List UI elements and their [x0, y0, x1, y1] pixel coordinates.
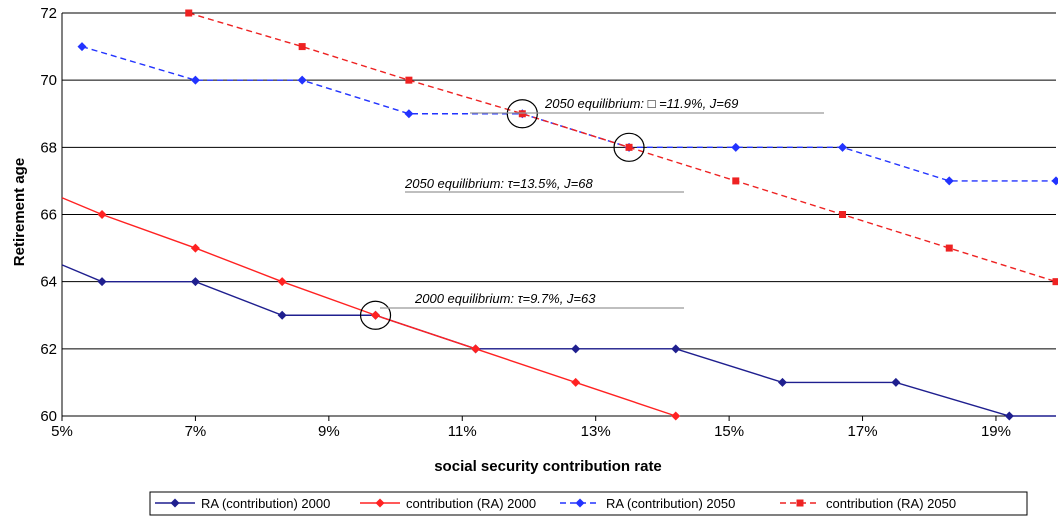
- annotation-label: 2050 equilibrium: □ =11.9%, J=69: [544, 96, 738, 111]
- y-tick-label: 62: [40, 341, 57, 358]
- data-point-marker: [1004, 411, 1014, 421]
- data-point-marker: [404, 109, 414, 119]
- legend-label: contribution (RA) 2050: [826, 496, 956, 511]
- x-tick-label: 5%: [51, 423, 73, 440]
- y-tick-label: 70: [40, 72, 57, 89]
- y-tick-label: 64: [40, 274, 57, 291]
- data-point-marker: [732, 177, 740, 185]
- y-tick-label: 60: [40, 408, 57, 425]
- data-point-marker: [405, 76, 413, 84]
- data-point-marker: [518, 110, 526, 118]
- data-point-marker: [277, 277, 287, 287]
- data-point-marker: [945, 244, 953, 252]
- x-tick-label: 13%: [581, 423, 611, 440]
- legend-label: RA (contribution) 2000: [201, 496, 330, 511]
- data-point-marker: [838, 142, 848, 152]
- data-point-marker: [839, 211, 847, 218]
- legend-label: RA (contribution) 2050: [606, 496, 735, 511]
- series-line: [81, 45, 1056, 182]
- y-tick-label: 66: [40, 207, 57, 224]
- series-group: [61, 9, 1058, 421]
- x-axis-title: social security contribution rate: [434, 458, 662, 475]
- data-point-marker: [185, 9, 193, 17]
- data-point-marker: [77, 42, 87, 52]
- equilibrium-circle: [359, 300, 392, 330]
- data-point-marker: [190, 75, 200, 85]
- data-point-marker: [297, 75, 307, 85]
- series-line: [61, 264, 1056, 417]
- data-point-marker: [944, 176, 954, 186]
- annotation-label: 2050 equilibrium: τ=13.5%, J=68: [404, 176, 593, 191]
- y-axis-ticks: 60 62 64 66 68 70 72: [40, 5, 57, 425]
- x-tick-label: 19%: [981, 423, 1011, 440]
- data-point-marker: [190, 277, 200, 287]
- x-axis-ticks: 5% 7% 9% 11% 13% 15% 17% 19%: [51, 416, 1011, 440]
- data-point-marker: [731, 142, 741, 152]
- grid-lines: [61, 12, 1056, 417]
- equilibrium-circle: [506, 99, 538, 129]
- equilibrium-circle: [613, 132, 645, 162]
- legend-swatch-marker: [170, 498, 180, 508]
- data-point-marker: [777, 377, 787, 387]
- legend-label: contribution (RA) 2000: [406, 496, 536, 511]
- data-point-marker: [1051, 176, 1058, 186]
- data-point-marker: [1052, 278, 1058, 286]
- series-line: [61, 197, 676, 417]
- data-point-marker: [371, 310, 381, 320]
- series-4: [185, 9, 1058, 286]
- x-tick-label: 11%: [448, 423, 477, 440]
- y-tick-label: 68: [40, 139, 57, 156]
- x-tick-label: 15%: [714, 423, 744, 440]
- data-point-marker: [298, 43, 306, 51]
- annotation-label: 2000 equilibrium: τ=9.7%, J=63: [414, 291, 596, 306]
- legend-box: [149, 491, 1028, 516]
- legend-swatch-marker: [375, 498, 385, 508]
- legend: RA (contribution) 2000 contribution (RA) …: [149, 491, 1028, 516]
- data-point-marker: [190, 243, 200, 253]
- series-3: [77, 42, 1058, 186]
- y-axis-title: Retirement age: [11, 158, 28, 266]
- series-1: [61, 264, 1056, 421]
- x-tick-label: 17%: [848, 423, 878, 440]
- y-tick-label: 72: [40, 5, 57, 22]
- data-point-marker: [625, 143, 633, 151]
- data-point-marker: [571, 377, 581, 387]
- data-point-marker: [671, 344, 681, 354]
- legend-swatch-marker: [796, 499, 804, 507]
- data-point-marker: [277, 310, 287, 320]
- legend-swatch-marker: [575, 498, 585, 508]
- x-tick-label: 7%: [185, 423, 207, 440]
- data-point-marker: [571, 344, 581, 354]
- data-point-marker: [97, 210, 107, 219]
- series-2: [61, 197, 681, 421]
- data-point-marker: [891, 377, 901, 387]
- annotations-group: 2050 equilibrium: □ =11.9%, J=69 2050 equ…: [359, 96, 824, 330]
- x-tick-label: 9%: [318, 423, 340, 440]
- data-point-marker: [671, 411, 681, 421]
- data-point-marker: [471, 344, 481, 354]
- data-point-marker: [97, 277, 107, 287]
